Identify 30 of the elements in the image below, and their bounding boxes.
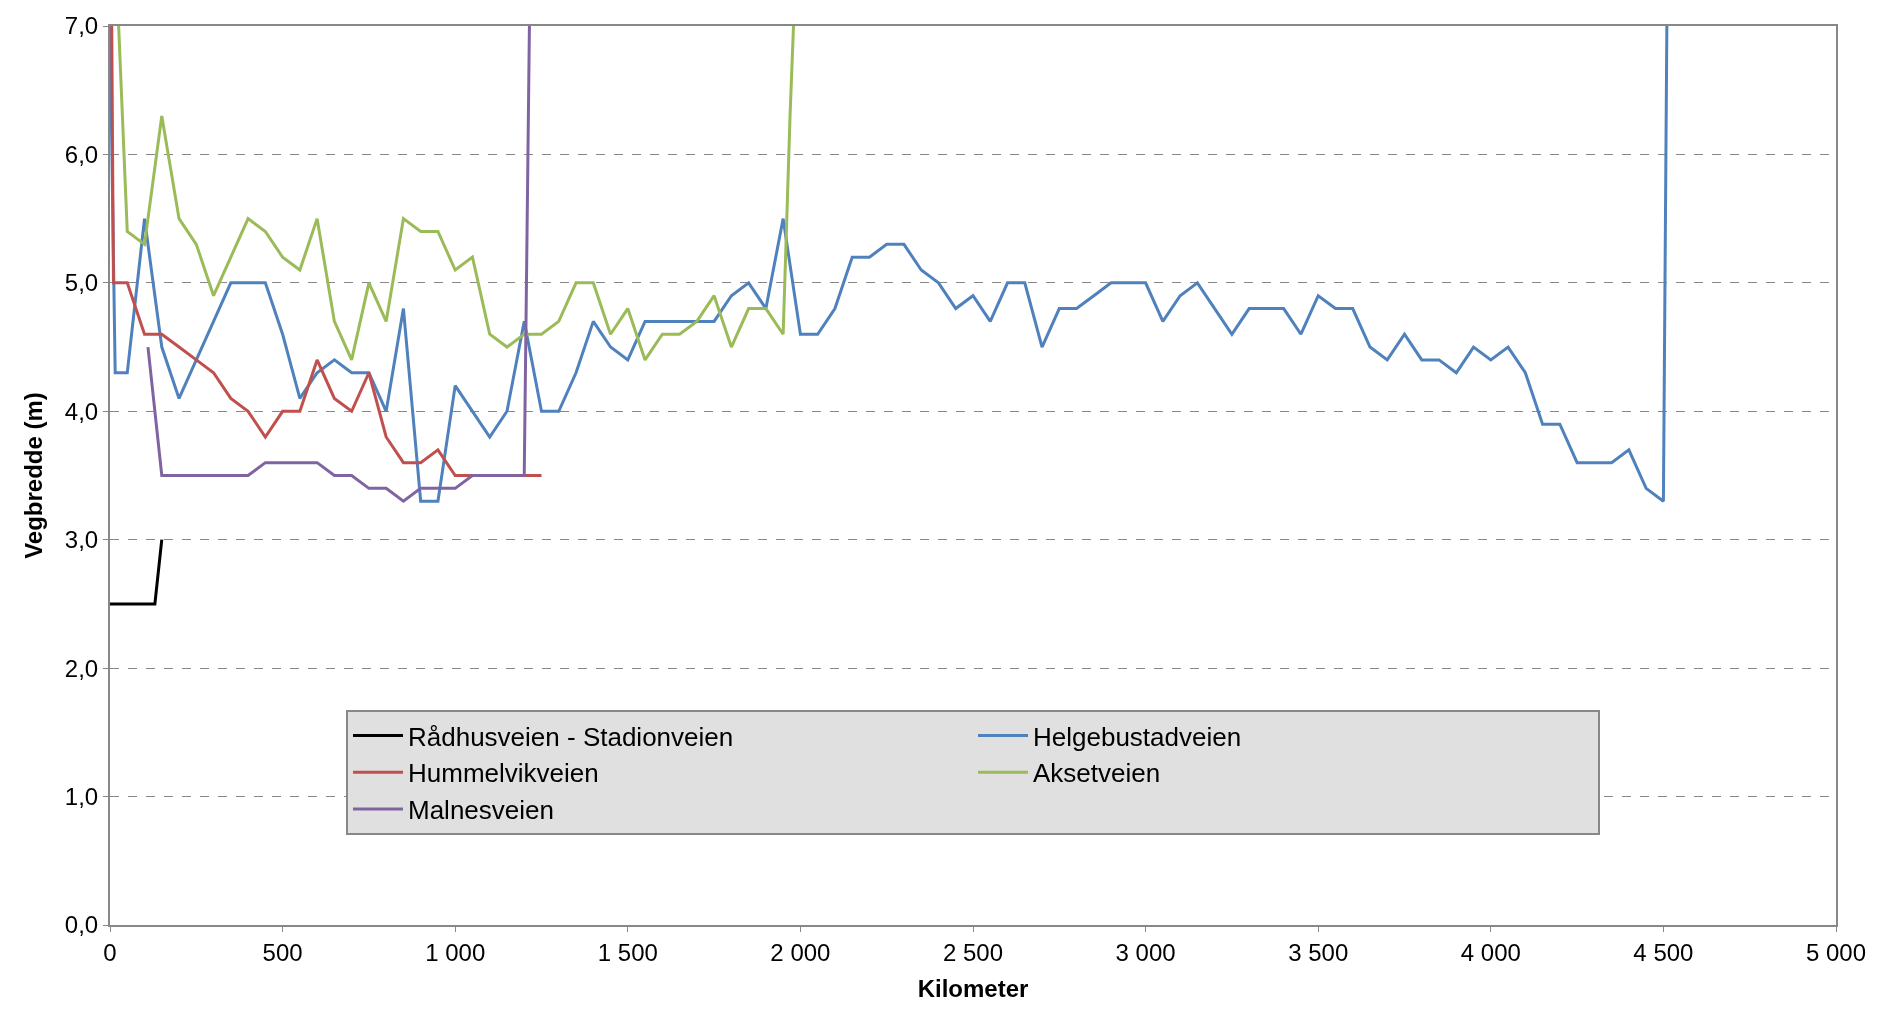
y-tick-label: 7,0 (64, 12, 99, 40)
y-tick-label: 2,0 (64, 654, 99, 682)
legend-label: Rådhusveien - Stadionveien (408, 721, 734, 752)
line-series (110, 26, 543, 477)
legend-label: Malnesveien (408, 795, 554, 826)
legend-label: Helgebustadveien (1033, 721, 1242, 752)
x-tick-label: 3 000 (1115, 938, 1176, 966)
x-tick-label: 4 500 (1633, 938, 1694, 966)
x-tick-label: 2 000 (770, 938, 831, 966)
line-series (146, 26, 531, 503)
line-series (110, 26, 1669, 503)
x-tick-label: 1 500 (597, 938, 658, 966)
x-tick-label: 500 (262, 938, 303, 966)
y-tick-label: 4,0 (64, 397, 99, 425)
y-tick-label: 1,0 (64, 782, 99, 810)
y-tick-label: 5,0 (64, 269, 99, 297)
y-tick-label: 6,0 (64, 140, 99, 168)
x-tick-label: 4 000 (1460, 938, 1521, 966)
legend-label: Hummelvikveien (408, 758, 599, 789)
x-tick-label: 2 500 (942, 938, 1004, 966)
x-axis-title: Kilometer (917, 974, 1029, 1002)
y-tick-label: 0,0 (64, 911, 99, 939)
x-tick-label: 1 000 (425, 938, 486, 966)
x-tick-label: 5 000 (1805, 938, 1867, 966)
x-tick-label: 3 500 (1288, 938, 1349, 966)
y-axis-title: Vegbredde (m) (20, 392, 48, 559)
legend-label: Aksetveien (1033, 758, 1161, 789)
x-tick-label: 0 (103, 938, 117, 966)
line-series (117, 26, 795, 362)
y-tick-label: 3,0 (64, 526, 99, 554)
